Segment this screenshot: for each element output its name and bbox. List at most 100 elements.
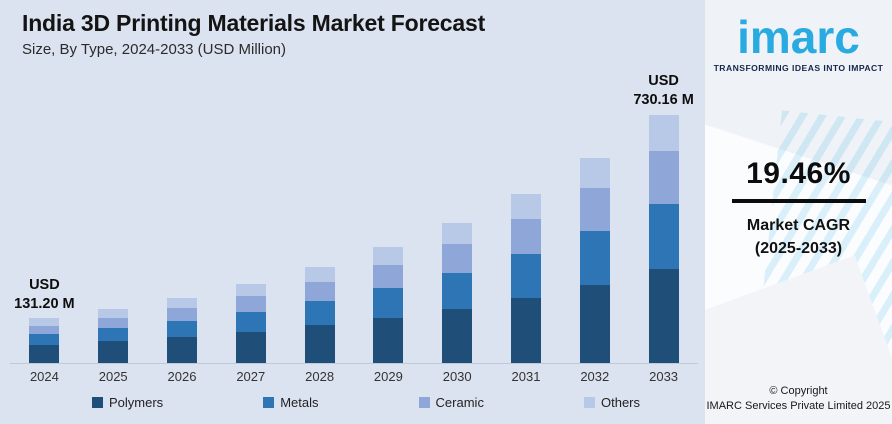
legend-item-metals: Metals [263, 395, 319, 410]
bar-segment-others-2032 [579, 157, 610, 189]
bar-segment-metals-2032 [579, 230, 610, 285]
stacked-bar-2032 [579, 157, 610, 363]
stacked-bar-2025 [98, 309, 129, 363]
legend-label-polymers: Polymers [109, 395, 164, 410]
legend-item-others: Others [583, 395, 640, 410]
bar-segment-others-2026 [166, 297, 197, 309]
bar-segment-polymers-2031 [510, 297, 541, 363]
bar-segment-metals-2025 [98, 327, 129, 342]
bar-cell-2024: USD 131.20 M [10, 70, 79, 363]
bar-segment-ceramic-2027 [235, 296, 266, 312]
stacked-bar-chart: USD 131.20 M USD 730.16 M [10, 70, 698, 363]
legend-swatch-ceramic [418, 397, 430, 408]
x-axis-tick-labels: 2024 2025 2026 2027 2028 2029 2030 2031 2032 2033 [10, 369, 698, 384]
page-title: India 3D Printing Materials Market Forec… [22, 10, 486, 36]
bar-segment-others-2030 [442, 222, 473, 245]
stacked-bar-2027 [235, 284, 266, 363]
x-tick-2025: 2025 [98, 369, 128, 384]
bar-cell-2027 [216, 70, 285, 363]
x-tick-2033: 2033 [649, 369, 679, 384]
copyright-line2: IMARC Services Private Limited 2025 [706, 400, 891, 413]
bar-segment-others-2025 [98, 309, 129, 318]
x-tick-2028: 2028 [305, 369, 335, 384]
bar-cell-2028 [285, 70, 354, 363]
bar-segment-others-2028 [304, 267, 335, 283]
bar-segment-polymers-2025 [98, 341, 129, 363]
x-tick-2026: 2026 [167, 369, 197, 384]
bar-cell-2025 [79, 70, 148, 363]
bar-cell-2033: USD 730.16 M [629, 70, 698, 363]
cagr-label-line2: (2025-2033) [754, 240, 843, 258]
bar-segment-others-2033 [648, 115, 679, 152]
bar-segment-metals-2030 [442, 272, 473, 309]
bar-segment-polymers-2026 [166, 336, 197, 363]
bar-segment-metals-2026 [166, 320, 197, 337]
cagr-block: 19.46% Market CAGR (2025-2033) [705, 157, 892, 260]
bar-segment-polymers-2029 [373, 317, 404, 363]
bar-segment-ceramic-2026 [166, 308, 197, 321]
brand-sidebar: imarc TRANSFORMING IDEAS INTO IMPACT 19.… [705, 0, 892, 424]
bar-segment-metals-2033 [648, 203, 679, 270]
bar-segment-ceramic-2024 [29, 325, 60, 334]
copyright-notice: © Copyright IMARC Services Private Limit… [705, 384, 892, 414]
sidebar-content: imarc TRANSFORMING IDEAS INTO IMPACT 19.… [705, 0, 892, 424]
x-tick-2027: 2027 [236, 369, 266, 384]
bar-segment-ceramic-2031 [510, 218, 541, 254]
bar-cell-2029 [354, 70, 423, 363]
bar-segment-others-2029 [373, 247, 404, 266]
x-tick-2031: 2031 [511, 369, 541, 384]
imarc-logo-text: imarc [737, 11, 860, 63]
stacked-bar-2030 [442, 222, 473, 363]
x-tick-2024: 2024 [29, 369, 59, 384]
bar-segment-metals-2029 [373, 288, 404, 318]
bar-segment-ceramic-2025 [98, 317, 129, 328]
cagr-divider [731, 199, 866, 203]
bar-segment-polymers-2033 [648, 269, 679, 363]
bar-cell-2026 [148, 70, 217, 363]
legend-label-others: Others [600, 395, 640, 410]
bar-segment-polymers-2024 [29, 344, 60, 363]
bar-cell-2032 [560, 70, 629, 363]
x-tick-2029: 2029 [373, 369, 403, 384]
copyright-line1: © Copyright [769, 385, 828, 398]
bar-segment-metals-2028 [304, 301, 335, 326]
bar-segment-others-2024 [29, 318, 60, 326]
x-tick-2032: 2032 [580, 369, 610, 384]
bar-segment-ceramic-2033 [648, 151, 679, 204]
legend-swatch-others [583, 397, 595, 408]
bar-segment-metals-2024 [29, 333, 60, 345]
bar-segment-polymers-2027 [235, 331, 266, 363]
bar-cell-2031 [492, 70, 561, 363]
value-label-2024: USD 131.20 M [14, 276, 75, 312]
legend-label-ceramic: Ceramic [435, 395, 484, 410]
legend-label-metals: Metals [280, 395, 319, 410]
stacked-bar-2031 [510, 193, 541, 363]
legend-item-polymers: Polymers [92, 395, 163, 410]
bar-segment-others-2027 [235, 284, 266, 297]
chart-panel: India 3D Printing Materials Market Forec… [0, 0, 705, 424]
bar-segment-ceramic-2028 [304, 282, 335, 301]
bar-segment-metals-2027 [235, 311, 266, 332]
value-label-2033: USD 730.16 M [633, 73, 694, 109]
bar-segment-ceramic-2030 [442, 244, 473, 273]
bar-segment-polymers-2032 [579, 284, 610, 363]
legend-swatch-polymers [92, 397, 103, 408]
legend-swatch-metals [263, 397, 275, 408]
bar-segment-polymers-2028 [304, 325, 335, 363]
bar-segment-others-2031 [510, 193, 541, 219]
x-axis-line [10, 363, 698, 364]
bar-segment-metals-2031 [510, 253, 541, 298]
stacked-bar-2033 [648, 115, 679, 363]
x-tick-2030: 2030 [442, 369, 472, 384]
bar-cell-2030 [423, 70, 492, 363]
bar-segment-ceramic-2029 [373, 265, 404, 289]
imarc-tagline: TRANSFORMING IDEAS INTO IMPACT [713, 63, 884, 73]
stacked-bar-2024 [29, 318, 60, 363]
stacked-bar-2028 [304, 267, 335, 363]
stacked-bar-2029 [373, 247, 404, 363]
bar-segment-ceramic-2032 [579, 188, 610, 231]
bar-segment-polymers-2030 [442, 308, 473, 363]
cagr-label-line1: Market CAGR [746, 217, 851, 234]
chart-subtitle: Size, By Type, 2024-2033 (USD Million) [22, 41, 287, 58]
